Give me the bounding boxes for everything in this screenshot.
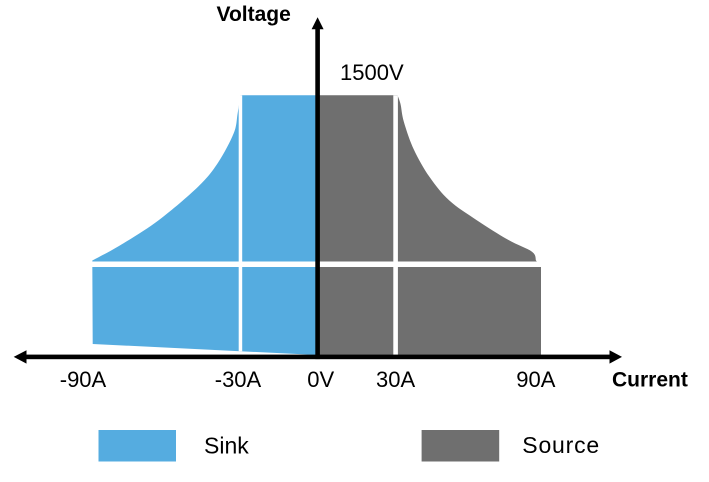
svg-text:30A: 30A <box>376 367 415 392</box>
svg-text:1500V: 1500V <box>340 60 404 85</box>
svg-text:Sink: Sink <box>204 432 249 458</box>
svg-text:0V: 0V <box>307 367 334 392</box>
svg-text:Current: Current <box>612 369 688 392</box>
svg-text:90A: 90A <box>516 367 555 392</box>
svg-text:-30A: -30A <box>215 367 262 392</box>
svg-text:-90A: -90A <box>60 367 107 392</box>
svg-text:Source: Source <box>522 432 600 458</box>
svg-text:Voltage: Voltage <box>217 3 291 26</box>
